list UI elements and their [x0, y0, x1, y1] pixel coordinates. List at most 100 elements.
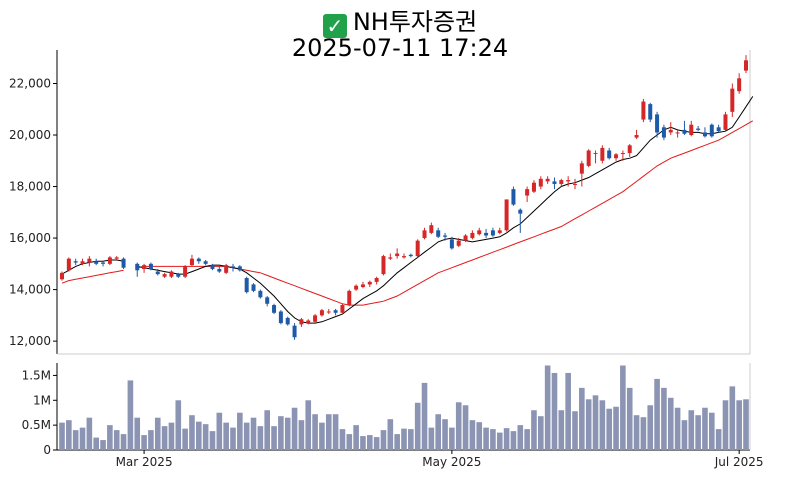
- candle-body: [648, 104, 653, 120]
- candle-body: [244, 278, 249, 293]
- volume-bar: [360, 436, 366, 450]
- candle: [668, 122, 673, 136]
- volume-bar: [633, 415, 640, 450]
- candle: [203, 259, 208, 266]
- candle-body: [402, 256, 406, 258]
- volume-bar: [373, 437, 380, 450]
- candle: [169, 270, 174, 278]
- candle: [73, 258, 78, 266]
- volume-bar: [148, 430, 154, 450]
- candle: [402, 253, 406, 259]
- volume-bar: [59, 422, 65, 450]
- candle-body: [477, 230, 482, 235]
- candle-body: [552, 181, 557, 184]
- candle-body: [142, 265, 147, 269]
- volume-bar: [278, 416, 284, 450]
- volume-bar: [113, 430, 120, 450]
- candle-body: [634, 135, 639, 138]
- candle: [456, 238, 461, 248]
- volume-bar: [107, 425, 113, 450]
- candle: [87, 256, 92, 267]
- candle: [723, 111, 728, 132]
- volume-bar: [579, 387, 585, 450]
- candle-body: [217, 268, 222, 272]
- candle-body: [504, 199, 509, 231]
- candle-body: [367, 281, 372, 285]
- candle-body: [682, 129, 687, 134]
- candle-body: [73, 261, 78, 263]
- candle: [135, 262, 140, 277]
- volume-bar: [674, 407, 681, 450]
- volume-bar: [230, 427, 236, 450]
- volume-bar: [455, 402, 462, 450]
- date-tick-label: Jul 2025: [714, 455, 764, 469]
- candle: [518, 208, 523, 233]
- volume-bar: [353, 425, 359, 450]
- candle: [306, 319, 311, 325]
- candle: [429, 222, 434, 235]
- candle: [422, 227, 427, 240]
- volume-bar: [250, 417, 257, 450]
- volume-bar: [558, 410, 565, 450]
- candle-body: [340, 305, 345, 313]
- volume-bar: [565, 372, 571, 450]
- candle: [586, 149, 591, 168]
- candle-body: [224, 265, 229, 273]
- volume-bar: [695, 415, 701, 450]
- volume-bar: [380, 430, 387, 450]
- volume-bar: [722, 400, 729, 450]
- volume-bar: [428, 427, 435, 450]
- candle-body: [176, 274, 181, 277]
- candle: [716, 124, 721, 133]
- volume-bar: [503, 428, 510, 450]
- candle: [313, 314, 318, 324]
- volume-bar: [401, 428, 407, 450]
- price-tick-label: 22,000: [9, 76, 51, 90]
- volume-bar: [708, 412, 715, 450]
- candle: [436, 227, 441, 239]
- candle-body: [484, 232, 489, 236]
- volume-bar: [613, 406, 619, 450]
- candle: [278, 310, 283, 325]
- candle-body: [518, 209, 523, 214]
- volume-bar: [421, 382, 428, 450]
- candle-body: [381, 256, 386, 275]
- candle: [326, 308, 331, 315]
- volume-bar: [182, 428, 188, 450]
- candle-body: [285, 317, 290, 325]
- candle: [367, 280, 372, 288]
- candle-body: [641, 101, 646, 120]
- volume-bar: [223, 422, 229, 450]
- candle-body: [333, 310, 338, 313]
- candle-body: [313, 315, 318, 322]
- volume-bar: [490, 429, 496, 450]
- candle-body: [66, 258, 71, 271]
- volume-bar: [654, 378, 660, 450]
- candle: [559, 178, 564, 187]
- candle-body: [299, 319, 304, 325]
- candle: [648, 102, 653, 123]
- candle-body: [456, 240, 461, 246]
- candle: [443, 232, 448, 241]
- volume-bar: [86, 417, 93, 450]
- volume-bar: [537, 416, 544, 450]
- volume-bar: [72, 430, 79, 450]
- candle: [237, 265, 242, 272]
- volume-tick-label: 1.5M: [22, 368, 51, 382]
- volume-bar: [271, 426, 277, 450]
- candle-body: [265, 297, 270, 304]
- candle: [600, 145, 605, 164]
- volume-bar: [339, 429, 346, 450]
- candle-body: [586, 150, 591, 166]
- volume-bar: [572, 411, 578, 450]
- moving-average-short-line: [61, 96, 754, 324]
- candle: [80, 258, 85, 266]
- volume-bar: [284, 417, 291, 450]
- volume-bar: [517, 425, 524, 450]
- volume-bar: [154, 417, 161, 450]
- volume-panel: 0 0.5M 1M 1.5M: [22, 363, 751, 457]
- candle: [470, 230, 475, 240]
- candle: [682, 120, 687, 136]
- candle: [545, 176, 550, 184]
- candle-body: [511, 189, 516, 205]
